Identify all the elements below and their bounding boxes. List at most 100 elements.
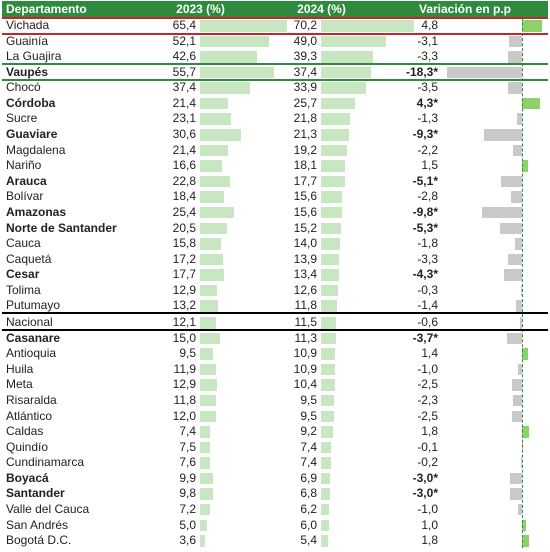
- row-value-2024: 21,8: [293, 111, 317, 126]
- table-row: San Andrés 5,0 6,0 1,0: [0, 518, 550, 534]
- bar-2023: [200, 269, 224, 281]
- bar-2023: [200, 144, 229, 157]
- row-value-2023: 12,9: [172, 282, 196, 297]
- table-row: Bogotá D.C. 3,6 5,4 1,8: [0, 533, 550, 549]
- bar-2024: [321, 144, 347, 157]
- row-value-2023: 3,6: [179, 533, 196, 548]
- table-row: Santander 9,8 6,8 -3,0*: [0, 486, 550, 502]
- bar-variacion: [501, 175, 522, 188]
- header-variacion: Variación en p.p: [382, 1, 548, 18]
- row-variacion: -1,4: [417, 298, 438, 313]
- row-value-2024: 7,4: [300, 439, 317, 454]
- bar-variacion: [522, 20, 542, 32]
- row-departamento: Valle del Cauca: [6, 501, 90, 516]
- bar-2024: [321, 82, 367, 94]
- row-value-2023: 23,1: [172, 111, 196, 126]
- table-row: Chocó 37,4 33,9 -3,5: [0, 80, 550, 96]
- bar-variacion: [510, 191, 522, 203]
- row-departamento: Vaupés: [6, 64, 49, 79]
- row-variacion: -3,3: [417, 251, 438, 266]
- row-departamento: Cundinamarca: [6, 455, 85, 470]
- bar-2024: [321, 363, 336, 376]
- row-value-2024: 6,8: [300, 486, 317, 501]
- row-departamento: Antioquia: [6, 346, 57, 361]
- row-departamento: Nariño: [6, 158, 42, 173]
- bar-variacion: [514, 238, 522, 250]
- row-variacion: -2,5: [417, 408, 438, 423]
- row-value-2023: 9,9: [179, 470, 196, 485]
- row-variacion: -5,1*: [412, 173, 438, 188]
- table-row: Bolívar 18,4 15,6 -2,8: [0, 189, 550, 205]
- row-value-2024: 19,2: [293, 142, 317, 157]
- bar-2024: [321, 317, 337, 329]
- row-departamento: Guaviare: [6, 127, 58, 142]
- row-value-2024: 15,6: [293, 189, 317, 204]
- row-departamento: Magdalena: [6, 142, 66, 157]
- bar-2024: [321, 175, 345, 188]
- row-value-2023: 52,1: [172, 33, 196, 48]
- bar-2024: [321, 269, 339, 281]
- bar-2023: [200, 488, 214, 500]
- row-departamento: Guainía: [6, 33, 49, 48]
- row-value-2023: 55,7: [172, 64, 196, 79]
- row-departamento: Santander: [6, 486, 65, 501]
- bar-2023: [200, 441, 210, 454]
- row-value-2023: 9,8: [179, 486, 196, 501]
- row-value-2024: 15,6: [293, 204, 317, 219]
- table-row: Sucre 23,1 21,8 -1,3: [0, 111, 550, 127]
- row-variacion: -3,3: [417, 49, 438, 64]
- row-value-2023: 20,5: [172, 220, 196, 235]
- highlight-top-green: [2, 63, 548, 65]
- table-row: Tolima 12,9 12,6 -0,3: [0, 283, 550, 299]
- row-value-2024: 9,5: [300, 408, 317, 423]
- row-variacion: -2,8: [417, 189, 438, 204]
- row-value-2023: 12,9: [172, 377, 196, 392]
- highlight-bottom-green: [2, 79, 548, 81]
- bar-variacion: [508, 51, 522, 63]
- bar-2023: [200, 97, 229, 110]
- bar-2023: [200, 300, 218, 312]
- bar-2023: [200, 317, 217, 329]
- bar-2024: [321, 129, 350, 141]
- bar-2024: [321, 160, 346, 172]
- row-variacion: -1,8: [417, 236, 438, 251]
- row-departamento: Cesar: [6, 267, 40, 282]
- bar-2023: [200, 206, 234, 219]
- row-value-2024: 25,7: [293, 95, 317, 110]
- row-variacion: -1,3: [417, 111, 438, 126]
- bar-2023: [200, 66, 275, 79]
- nacional-top-line: [2, 312, 548, 314]
- row-value-2024: 21,3: [293, 127, 317, 142]
- row-value-2023: 7,5: [179, 439, 196, 454]
- row-value-2024: 6,2: [300, 501, 317, 516]
- row-value-2023: 5,0: [179, 517, 196, 532]
- table-row: Putumayo 13,2 11,8 -1,4: [0, 298, 550, 314]
- bar-2024: [321, 284, 338, 297]
- row-value-2024: 14,0: [293, 236, 317, 251]
- bar-2024: [321, 503, 330, 516]
- bar-2024: [321, 410, 334, 422]
- nacional-bottom-line: [2, 329, 548, 331]
- bar-variacion: [511, 410, 522, 422]
- row-variacion: -4,3*: [412, 267, 438, 282]
- row-departamento: Caquetá: [6, 251, 52, 266]
- bar-2024: [321, 348, 336, 360]
- bar-variacion: [522, 348, 528, 360]
- bar-variacion: [519, 317, 522, 329]
- bar-2024: [321, 426, 334, 438]
- row-value-2024: 11,5: [294, 315, 317, 330]
- bar-variacion: [509, 488, 522, 500]
- bar-variacion: [520, 284, 522, 297]
- row-variacion: 1,4: [421, 346, 438, 361]
- header-2024: 2024 (%): [261, 1, 382, 18]
- bar-2023: [200, 348, 213, 360]
- table-row: Cauca 15,8 14,0 -1,8: [0, 236, 550, 252]
- bar-variacion: [521, 457, 523, 469]
- row-value-2024: 70,2: [293, 18, 317, 32]
- row-value-2024: 13,9: [293, 251, 317, 266]
- row-value-2023: 21,4: [172, 95, 196, 110]
- row-value-2024: 5,4: [300, 533, 317, 548]
- row-variacion: -9,8*: [412, 204, 438, 219]
- row-value-2024: 10,9: [293, 346, 317, 361]
